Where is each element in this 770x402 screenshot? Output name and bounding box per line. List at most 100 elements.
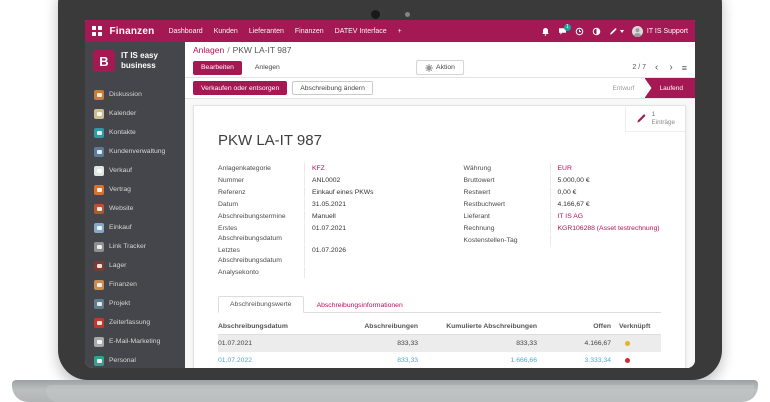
main-content: Anlagen / PKW LA-IT 987 Bearbeiten Anleg… <box>185 42 695 368</box>
laptop-base <box>12 380 758 402</box>
contract-icon <box>94 184 104 195</box>
field-label: Lieferant <box>463 213 490 220</box>
sidebar-item-kalender[interactable]: Kalender <box>85 104 185 123</box>
sidebar-item-label: Kontakte <box>109 129 136 136</box>
cell-date: 01.07.2022 <box>218 357 253 364</box>
field-restbuchwert: Restbuchwert 4.166,67 € <box>464 199 662 210</box>
laptop-base-lip <box>46 385 754 402</box>
field-value[interactable]: EUR <box>549 163 662 174</box>
list-view-icon[interactable]: ≡ <box>681 62 687 73</box>
hr-icon <box>94 355 104 366</box>
table-row[interactable]: 01.07.2022 833,33 1.666,66 3.333,34 <box>218 352 661 368</box>
status-laufend[interactable]: Laufend <box>644 78 695 98</box>
calendar-icon <box>94 108 104 119</box>
cell-depreciation: 833,33 <box>397 357 419 364</box>
sidebar-item-personal[interactable]: Personal <box>85 351 185 368</box>
field-value: 31.05.2021 <box>304 199 416 210</box>
current-app-name[interactable]: Finanzen <box>109 25 155 37</box>
cell-depreciation: 833,33 <box>397 340 419 347</box>
apps-grid-icon[interactable] <box>92 26 102 36</box>
cell-cumulative: 833,33 <box>516 340 537 347</box>
sell-dispose-button[interactable]: Verkaufen oder entsorgen <box>193 81 288 95</box>
sidebar-item-label: Kalender <box>109 110 137 117</box>
bell-icon[interactable] <box>541 27 550 36</box>
field-value: ANL0002 <box>304 175 416 186</box>
table-row[interactable]: 01.07.2021 833,33 833,33 4.166,67 <box>218 335 661 352</box>
sidebar-item-finanzen[interactable]: Finanzen <box>85 275 185 294</box>
col-header-open[interactable]: Offen <box>593 323 611 330</box>
menu-item-item[interactable]: + <box>397 27 402 35</box>
user-menu[interactable]: IT IS Support <box>631 25 688 37</box>
app-screen: Finanzen Dashboard Kunden Lieferanten Finan… <box>85 20 695 368</box>
field-restwert: Restwert 0,00 € <box>464 187 662 198</box>
breadcrumb-parent[interactable]: Anlagen <box>193 45 225 55</box>
col-header-cumulative[interactable]: Kumulierte Abschreibungen <box>446 323 537 330</box>
sidebar-item-e-mail-marketing[interactable]: E-Mail-Marketing <box>85 332 185 351</box>
sidebar-item-label: Kundenverwaltung <box>109 148 166 155</box>
sidebar-item-diskussion[interactable]: Diskussion <box>85 85 185 104</box>
pager-previous-icon[interactable]: ‹ <box>655 61 659 73</box>
tab-abschreibungswerte[interactable]: Abschreibungswerte <box>218 296 304 313</box>
sidebar-item-label: E-Mail-Marketing <box>109 338 161 345</box>
field-value[interactable]: KGR106288 (Asset testrechnung) <box>549 223 662 234</box>
field-value: 01.07.2026 <box>304 245 416 266</box>
field-nummer: Nummer ANL0002 <box>218 175 416 186</box>
link-tracker-icon <box>94 241 104 252</box>
menu-item-datev-interface[interactable]: DATEV Interface <box>334 27 387 35</box>
linked-status-dot <box>625 341 630 346</box>
sidebar-item-einkauf[interactable]: Einkauf <box>85 218 185 237</box>
fields-right: Währung EUR Bruttowert 5.000,00 € Restwert 0,… <box>464 163 662 279</box>
contrast-moon-icon[interactable] <box>592 27 601 36</box>
sidebar-item-label: Website <box>109 205 134 212</box>
field-value <box>304 267 416 278</box>
edit-tools-icon[interactable] <box>609 27 624 36</box>
col-header-linked[interactable]: Verknüpft <box>619 323 651 330</box>
tab-abschreibungsinformationen[interactable]: Abschreibungsinformationen <box>316 302 403 309</box>
sidebar-item-projekt[interactable]: Projekt <box>85 294 185 313</box>
entries-stat-button[interactable]: 1 Einträge <box>624 106 685 133</box>
col-header-date[interactable]: Abschreibungsdatum <box>218 323 288 330</box>
brand-logo: B <box>93 50 115 72</box>
brand-block[interactable]: B IT IS easy business <box>85 42 185 78</box>
notebook-tabs: Abschreibungswerte Abschreibungsinformati… <box>218 295 661 313</box>
purchase-icon <box>94 222 104 233</box>
sidebar-item-link-tracker[interactable]: Link Tracker <box>85 237 185 256</box>
sidebar-item-vertrag[interactable]: Vertrag <box>85 180 185 199</box>
record-actionbar: Verkaufen oder entsorgen Abschreibung än… <box>185 78 695 99</box>
menu-item-dashboard[interactable]: Dashboard <box>168 27 203 35</box>
field-value[interactable]: KFZ <box>304 163 416 174</box>
chat-icon[interactable]: 1 <box>558 23 571 36</box>
pager-next-icon[interactable]: › <box>669 61 673 73</box>
sidebar-item-kundenverwaltung[interactable]: Kundenverwaltung <box>85 142 185 161</box>
menu-item-lieferanten[interactable]: Lieferanten <box>248 27 284 35</box>
breadcrumb: Anlagen / PKW LA-IT 987 <box>185 42 695 58</box>
record-sheet: 1 Einträge PKW LA-IT 987 Anlagenkategori… <box>193 105 686 368</box>
sidebar-item-zeiterfassung[interactable]: Zeiterfassung <box>85 313 185 332</box>
action-button[interactable]: Aktion <box>416 60 464 75</box>
cell-open: 3.333,34 <box>584 357 611 364</box>
entries-count: 1 <box>651 111 656 118</box>
field-value[interactable]: IT IS AG <box>549 211 662 222</box>
field-value: Einkauf eines PKWs <box>304 187 416 198</box>
chat-unread-badge: 1 <box>563 23 571 31</box>
status-entwurf[interactable]: Entwurf <box>612 84 635 92</box>
activity-clock-icon[interactable] <box>575 27 584 36</box>
webcam-dot <box>371 10 380 19</box>
contacts-icon <box>94 127 104 138</box>
menu-item-finanzen[interactable]: Finanzen <box>294 27 324 35</box>
sales-icon <box>94 165 104 176</box>
change-depreciation-button[interactable]: Abschreibung ändern <box>292 81 373 95</box>
edit-button[interactable]: Bearbeiten <box>193 60 242 75</box>
sidebar-item-label: Einkauf <box>109 224 132 231</box>
chevron-down-icon <box>619 29 624 33</box>
sidebar-item-verkauf[interactable]: Verkauf <box>85 161 185 180</box>
sidebar-item-lager[interactable]: Lager <box>85 256 185 275</box>
sidebar-item-website[interactable]: Website <box>85 199 185 218</box>
col-header-depreciation[interactable]: Abschreibungen <box>364 323 419 330</box>
sidebar-item-label: Personal <box>109 357 136 364</box>
menu-item-kunden[interactable]: Kunden <box>213 27 238 35</box>
field-währung: Währung EUR <box>464 163 662 174</box>
record-title: PKW LA-IT 987 <box>218 132 322 149</box>
create-button[interactable]: Anlegen <box>254 64 280 71</box>
sidebar-item-kontakte[interactable]: Kontakte <box>85 123 185 142</box>
